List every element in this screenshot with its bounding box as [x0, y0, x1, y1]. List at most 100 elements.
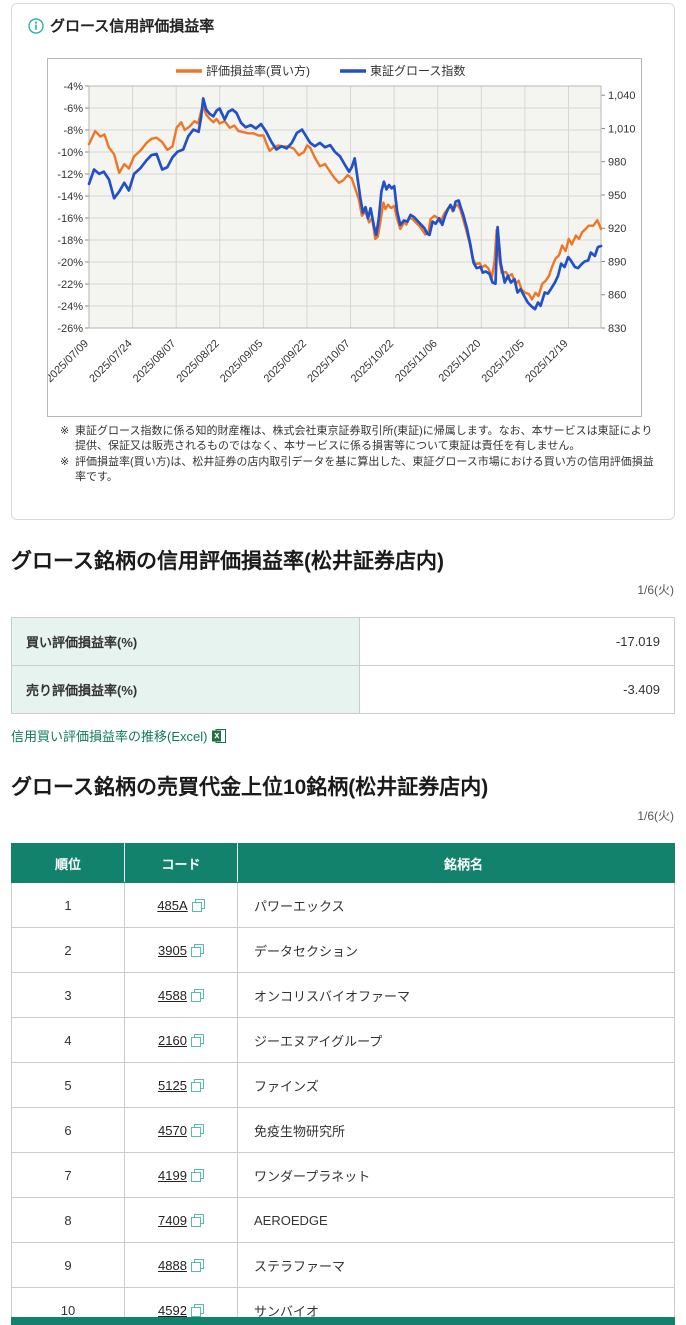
- svg-text:2025/09/22: 2025/09/22: [262, 338, 309, 385]
- popup-window-icon: [190, 1303, 204, 1317]
- popup-window-icon: [191, 898, 205, 912]
- svg-text:-8%: -8%: [63, 125, 83, 137]
- svg-text:2025/11/20: 2025/11/20: [437, 338, 484, 385]
- rank-cell: 5: [11, 1062, 125, 1108]
- stock-code-link[interactable]: 4888: [158, 1257, 187, 1273]
- code-cell: 2160: [124, 1017, 238, 1063]
- excel-icon[interactable]: [212, 728, 227, 743]
- svg-text:東証グロース指数: 東証グロース指数: [370, 63, 465, 78]
- svg-text:2025/12/19: 2025/12/19: [523, 338, 570, 385]
- svg-text:830: 830: [608, 323, 626, 335]
- stock-name-cell: ワンダープラネット: [237, 1152, 675, 1198]
- code-cell: 7409: [124, 1197, 238, 1243]
- code-cell: 4588: [124, 972, 238, 1018]
- table-row: 買い評価損益率(%) -17.019: [11, 617, 675, 666]
- section2-heading: グロース銘柄の売買代金上位10銘柄(松井証券店内): [11, 776, 489, 799]
- ranking-row: 3 4588 オンコリスバイオファーマ: [11, 972, 675, 1018]
- rank-cell: 4: [11, 1017, 125, 1063]
- buy-ratio-label: 買い評価損益率(%): [11, 617, 360, 666]
- stock-name-cell: ジーエヌアイグループ: [237, 1017, 675, 1063]
- svg-text:-22%: -22%: [57, 279, 83, 291]
- ranking-row: 5 5125 ファインズ: [11, 1062, 675, 1108]
- excel-download-link[interactable]: 信用買い評価損益率の推移(Excel): [11, 729, 208, 744]
- rank-cell: 7: [11, 1152, 125, 1198]
- stock-code-link[interactable]: 485A: [157, 897, 188, 913]
- ranking-row: 6 4570 免疫生物研究所: [11, 1107, 675, 1153]
- popup-window-icon: [190, 1078, 204, 1092]
- stock-code-link[interactable]: 5125: [158, 1077, 187, 1093]
- popup-window-icon: [190, 1258, 204, 1272]
- ranking-header-row: 順位 コード 銘柄名: [11, 843, 675, 883]
- svg-text:-12%: -12%: [57, 169, 83, 181]
- code-cell: 485A: [124, 882, 238, 928]
- margin-ratio-line-chart: -4% -6% -8% -10% -12% -14% -16% -18% -20% -22% -24…: [44, 63, 636, 385]
- stock-code-link[interactable]: 4588: [158, 987, 187, 1003]
- rank-cell: 9: [11, 1242, 125, 1288]
- note-text: 東証グロース指数に係る知的財産権は、株式会社東京証券取引所(東証)に帰属します。…: [75, 425, 653, 452]
- ranking-row: 8 7409 AEROEDGE: [11, 1197, 675, 1243]
- sell-ratio-label: 売り評価損益率(%): [11, 665, 360, 714]
- svg-text:-16%: -16%: [57, 213, 83, 225]
- table-row: 売り評価損益率(%) -3.409: [11, 665, 675, 714]
- ranking-table-body: 1 485A パワーエックス 2 3905 データセクション 3 4588 オンコリスバイオファ…: [11, 882, 675, 1325]
- stock-code-link[interactable]: 7409: [158, 1212, 187, 1228]
- sell-ratio-value: -3.409: [359, 665, 675, 714]
- section2-date: 1/6(火): [637, 809, 674, 823]
- margin-ratio-chart-panel: グロース信用評価損益率 -4% -6% -8% -10% -12% -14% -16% -18…: [11, 3, 675, 520]
- svg-text:2025/07/24: 2025/07/24: [87, 338, 134, 385]
- rank-cell: 6: [11, 1107, 125, 1153]
- stock-code-link[interactable]: 2160: [158, 1032, 187, 1048]
- popup-window-icon: [190, 1033, 204, 1047]
- code-column-header: コード: [124, 843, 238, 883]
- svg-text:-14%: -14%: [57, 191, 83, 203]
- svg-text:-24%: -24%: [57, 301, 83, 313]
- ranking-row: 7 4199 ワンダープラネット: [11, 1152, 675, 1198]
- stock-code-link[interactable]: 4199: [158, 1167, 187, 1183]
- info-icon: [28, 17, 44, 34]
- ranking-row: 9 4888 ステラファーマ: [11, 1242, 675, 1288]
- turnover-ranking-table: 順位 コード 銘柄名 1 485A パワーエックス 2 3905 データセクション 3 458…: [11, 843, 675, 1325]
- svg-text:-4%: -4%: [63, 81, 83, 93]
- popup-window-icon: [190, 943, 204, 957]
- rank-cell: 1: [11, 882, 125, 928]
- section1-date: 1/6(火): [637, 583, 674, 597]
- valuation-ratio-table: 買い評価損益率(%) -17.019 売り評価損益率(%) -3.409: [11, 617, 675, 714]
- svg-text:評価損益率(買い方): 評価損益率(買い方): [206, 63, 310, 78]
- section1-heading: グロース銘柄の信用評価損益率(松井証券店内): [11, 550, 444, 573]
- svg-text:890: 890: [608, 256, 626, 268]
- stock-name-cell: ステラファーマ: [237, 1242, 675, 1288]
- svg-text:-18%: -18%: [57, 235, 83, 247]
- svg-text:2025/12/05: 2025/12/05: [480, 338, 527, 385]
- stock-name-cell: データセクション: [237, 927, 675, 973]
- svg-text:2025/07/09: 2025/07/09: [48, 338, 91, 385]
- svg-text:2025/10/22: 2025/10/22: [349, 338, 396, 385]
- stock-code-link[interactable]: 3905: [158, 942, 187, 958]
- stock-code-link[interactable]: 4592: [158, 1302, 187, 1318]
- svg-text:-10%: -10%: [57, 147, 83, 159]
- rank-column-header: 順位: [11, 843, 125, 883]
- note-marker: ※: [60, 456, 70, 468]
- svg-text:-20%: -20%: [57, 257, 83, 269]
- svg-text:-6%: -6%: [63, 103, 83, 115]
- next-table-header-partial: [11, 1317, 675, 1325]
- svg-text:950: 950: [608, 190, 626, 202]
- name-column-header: 銘柄名: [237, 843, 675, 883]
- buy-ratio-value: -17.019: [359, 617, 675, 666]
- svg-text:2025/08/07: 2025/08/07: [131, 338, 178, 385]
- note-marker: ※: [60, 425, 70, 437]
- svg-text:2025/11/06: 2025/11/06: [393, 338, 440, 385]
- popup-window-icon: [190, 1123, 204, 1137]
- stock-name-cell: ファインズ: [237, 1062, 675, 1108]
- svg-text:860: 860: [608, 290, 626, 302]
- svg-text:2025/09/05: 2025/09/05: [218, 338, 265, 385]
- note-item: ※ 東証グロース指数に係る知的財産権は、株式会社東京証券取引所(東証)に帰属しま…: [60, 424, 660, 454]
- popup-window-icon: [190, 988, 204, 1002]
- code-cell: 4199: [124, 1152, 238, 1198]
- svg-text:1,040: 1,040: [608, 90, 636, 102]
- rank-cell: 2: [11, 927, 125, 973]
- stock-name-cell: AEROEDGE: [237, 1197, 675, 1243]
- popup-window-icon: [190, 1213, 204, 1227]
- svg-text:980: 980: [608, 157, 626, 169]
- stock-code-link[interactable]: 4570: [158, 1122, 187, 1138]
